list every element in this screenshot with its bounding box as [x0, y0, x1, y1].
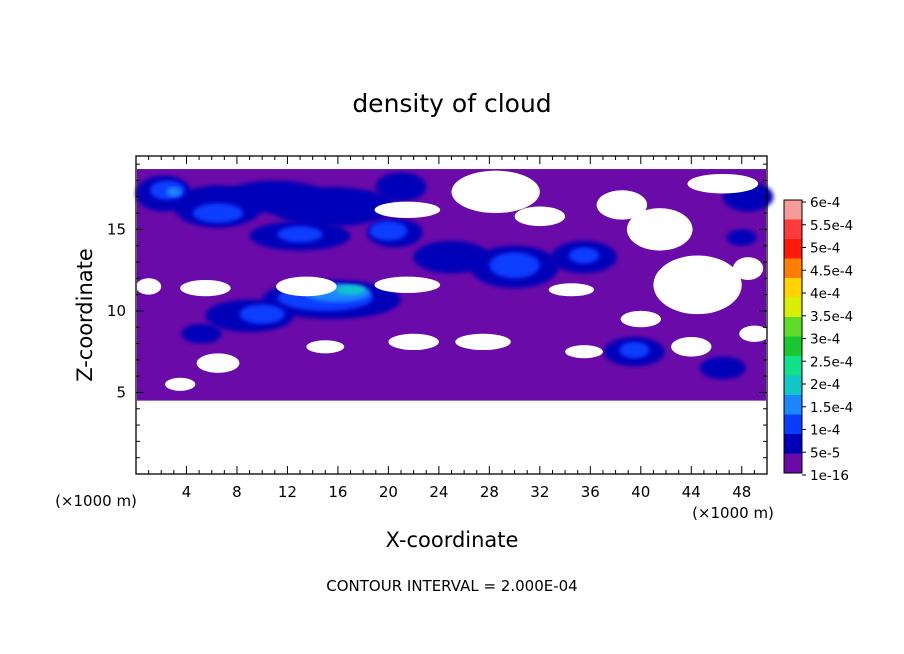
x-tick-label: 28 — [480, 483, 499, 501]
cloud-free-gap — [596, 190, 648, 220]
x-unit-label-right: (×1000 m) — [692, 504, 774, 522]
cloud-free-gap — [687, 173, 759, 194]
colorbar-swatch — [784, 219, 802, 240]
cloud-free-gap — [196, 353, 240, 373]
cloud-free-gap — [455, 333, 511, 351]
cloud-free-gap — [671, 337, 712, 357]
density-region — [277, 226, 323, 243]
cloud-free-gap — [548, 283, 595, 297]
colorbar-swatch — [784, 239, 802, 259]
cloud-free-gap — [180, 279, 231, 297]
x-axis-label: X-coordinate — [386, 528, 519, 552]
colorbar-swatch — [784, 317, 802, 337]
density-region — [726, 229, 757, 246]
colorbar-label: 5e-5 — [810, 445, 840, 461]
density-region — [181, 323, 222, 344]
cloud-free-gap — [565, 345, 603, 359]
x-unit-label-left: (×1000 m) — [55, 492, 137, 510]
x-tick-label: 20 — [379, 483, 398, 501]
colorbar-label: 4.5e-4 — [810, 263, 853, 279]
cloud-free-gap — [276, 276, 337, 297]
density-region — [166, 186, 182, 197]
plot-area — [135, 155, 774, 475]
x-tick-label: 8 — [232, 483, 242, 501]
density-region — [369, 221, 408, 241]
x-tick-label: 48 — [732, 483, 751, 501]
colorbar-label: 2.5e-4 — [810, 354, 853, 370]
density-region — [239, 304, 285, 324]
x-tick-label: 32 — [530, 483, 549, 501]
density-region — [413, 240, 490, 274]
x-tick-label: 36 — [581, 483, 600, 501]
density-region — [375, 172, 427, 202]
colorbar-swatch — [784, 375, 802, 396]
density-region — [619, 341, 650, 359]
colorbar-frame — [783, 199, 803, 474]
colorbar-swatch — [784, 453, 802, 474]
cloud-free-gap — [306, 340, 345, 354]
y-tick-label: 5 — [116, 383, 126, 401]
contour-interval-note: CONTOUR INTERVAL = 2.000E-04 — [326, 577, 577, 595]
cloud-free-gap — [739, 325, 770, 342]
colorbar-swatch — [784, 297, 802, 318]
axis-ticks — [136, 156, 767, 474]
colorbar-swatch — [784, 395, 802, 415]
cloud-free-gap — [136, 278, 162, 295]
colorbar-swatch — [784, 434, 802, 454]
density-region — [268, 186, 395, 227]
colorbar-swatch — [784, 336, 802, 357]
x-tick-label: 44 — [682, 483, 701, 501]
cloud-free-gap — [514, 206, 566, 227]
colorbar-label: 5e-4 — [810, 241, 840, 257]
cloud-free-gap — [388, 333, 439, 351]
colorbar-label: 1.5e-4 — [810, 400, 853, 416]
colorbar-label: 4e-4 — [810, 286, 840, 302]
colorbar-swatch — [784, 414, 802, 435]
cloud-free-gap — [653, 255, 742, 315]
y-axis-label: Z-coordinate — [73, 248, 97, 382]
y-tick-label: 10 — [107, 302, 126, 320]
colorbar-label: 2e-4 — [810, 377, 840, 393]
colorbar-label: 5.5e-4 — [810, 218, 853, 234]
cloud-free-gap — [374, 201, 441, 218]
colorbar-swatch — [784, 356, 802, 376]
colorbar-label: 3e-4 — [810, 332, 840, 348]
cloud-free-gap — [620, 310, 661, 328]
colorbar-label: 6e-4 — [810, 195, 840, 211]
colorbar-swatch — [784, 200, 802, 220]
density-region — [489, 252, 540, 279]
density-region — [568, 247, 600, 264]
y-tick-label: 15 — [107, 220, 126, 238]
colorbar: 6e-4 5.5e-4 5e-4 4.5e-4 4e-4 3.5e-4 3e-4 2.5e-4… — [783, 195, 853, 484]
x-tick-labels: 4 8 12 16 20 24 28 32 36 40 44 48 — [182, 483, 752, 501]
x-tick-label: 12 — [278, 483, 297, 501]
cloud-free-gap — [626, 208, 693, 251]
density-region — [335, 284, 366, 295]
cloud-free-gap — [732, 257, 764, 280]
chart-title: density of cloud — [352, 89, 551, 118]
cloud-free-gap — [451, 170, 540, 214]
y-tick-labels: 5 10 15 — [107, 220, 126, 401]
cloud-free-gap — [374, 276, 441, 293]
x-tick-label: 16 — [328, 483, 347, 501]
x-tick-label: 40 — [631, 483, 650, 501]
x-tick-label: 4 — [182, 483, 192, 501]
colorbar-label: 1e-16 — [810, 468, 849, 484]
colorbar-swatch — [784, 278, 802, 298]
density-region — [192, 203, 244, 223]
density-region — [700, 356, 746, 380]
colorbar-swatch — [784, 258, 802, 279]
colorbar-label: 1e-4 — [810, 423, 840, 439]
cloud-free-gap — [165, 377, 196, 391]
x-tick-label: 24 — [429, 483, 448, 501]
colorbar-label: 3.5e-4 — [810, 309, 853, 325]
